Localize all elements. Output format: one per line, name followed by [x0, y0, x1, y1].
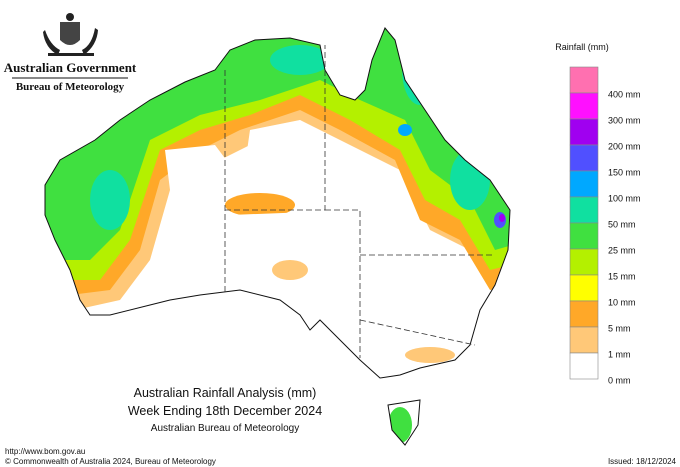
legend-swatch: [569, 66, 599, 94]
government-name: Australian Government: [4, 60, 137, 75]
caption-source: Australian Bureau of Meteorology: [151, 423, 299, 434]
agency-name: Bureau of Meteorology: [16, 81, 125, 93]
footer-issued: Issued: 18/12/2024: [608, 457, 677, 466]
crest: [43, 13, 98, 56]
legend-swatch: [569, 196, 599, 224]
legend-swatch: [569, 170, 599, 198]
legend-swatch: [569, 222, 599, 250]
legend-label: 1 mm: [608, 349, 631, 359]
legend-label: 10 mm: [608, 297, 636, 307]
legend-label: 300 mm: [608, 115, 641, 125]
legend-label: 150 mm: [608, 167, 641, 177]
legend-label: 400 mm: [608, 89, 641, 99]
legend-swatch: [569, 300, 599, 328]
legend-swatch: [569, 92, 599, 120]
legend-swatch: [569, 352, 599, 380]
legend-label: 15 mm: [608, 271, 636, 281]
legend-label: 5 mm: [608, 323, 631, 333]
state-borders: [224, 45, 495, 358]
legend-label: 25 mm: [608, 245, 636, 255]
legend-swatch: [569, 144, 599, 172]
footer-url: http://www.bom.gov.au: [5, 447, 85, 456]
coastline: [44, 27, 511, 446]
caption-title: Australian Rainfall Analysis (mm): [134, 386, 317, 400]
legend-label: 50 mm: [608, 219, 636, 229]
legend-label: 0 mm: [608, 375, 631, 385]
legend-swatch: [569, 118, 599, 146]
legend-swatch: [569, 326, 599, 354]
legend-label: 100 mm: [608, 193, 641, 203]
legend: 400 mm 300 mm 200 mm 150 mm 100 mm 50 mm 25 mm…: [569, 66, 641, 385]
legend-title: Rainfall (mm): [555, 42, 609, 52]
footer-copyright: © Commonwealth of Australia 2024, Bureau…: [5, 457, 216, 466]
legend-swatch: [569, 274, 599, 302]
legend-swatch: [569, 248, 599, 276]
legend-label: 200 mm: [608, 141, 641, 151]
caption-period: Week Ending 18th December 2024: [128, 404, 322, 418]
